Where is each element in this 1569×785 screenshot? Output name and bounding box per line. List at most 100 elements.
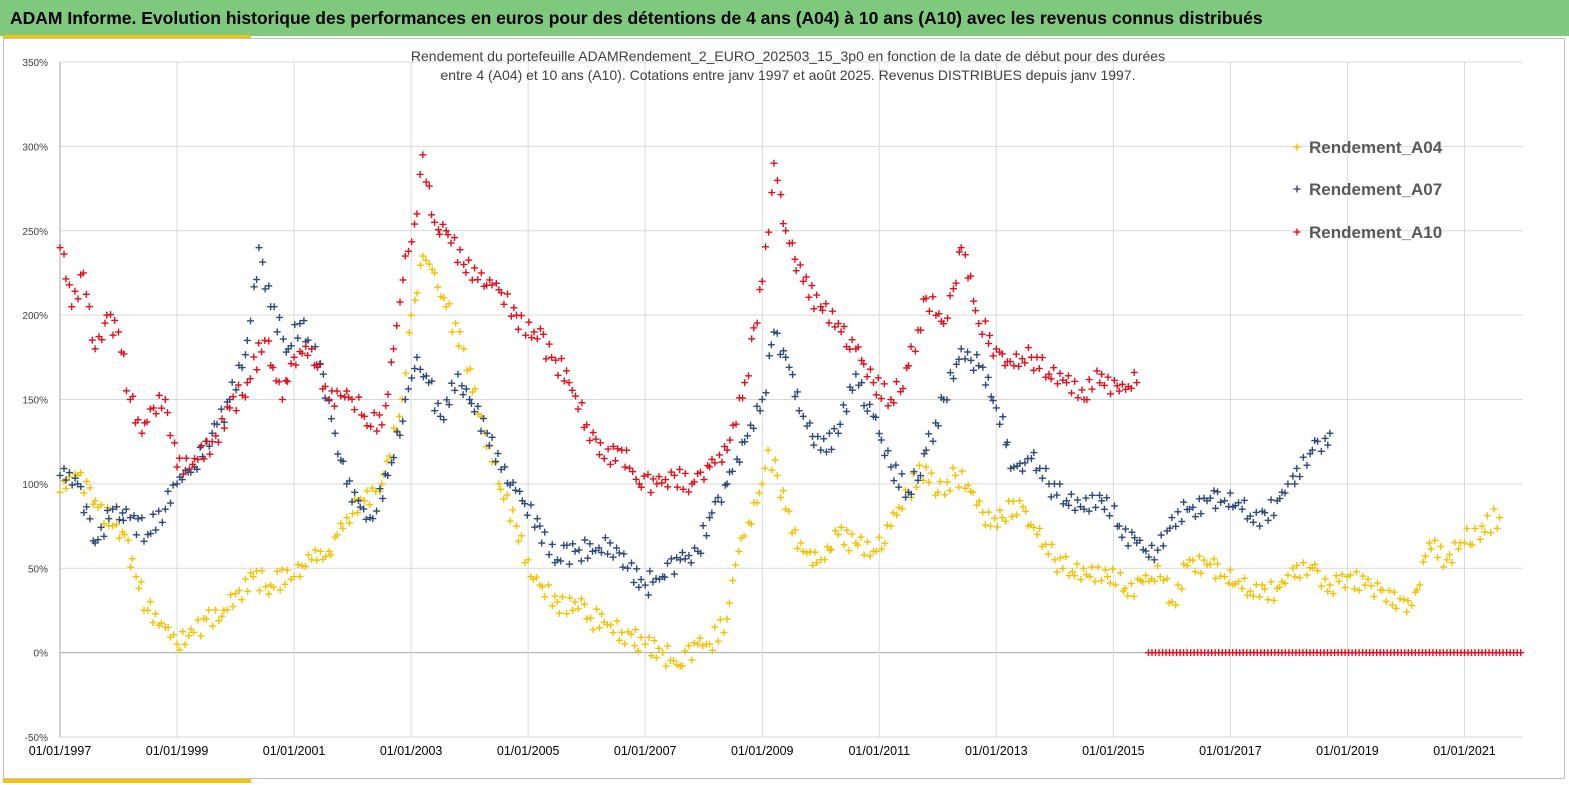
data-point xyxy=(905,362,913,370)
data-point xyxy=(681,469,689,477)
data-point xyxy=(1070,572,1078,580)
data-point xyxy=(119,509,127,517)
data-point xyxy=(143,418,151,426)
data-point xyxy=(1079,565,1087,573)
data-point xyxy=(451,234,459,242)
data-point xyxy=(1109,565,1117,573)
data-point xyxy=(492,457,500,465)
data-point xyxy=(1314,567,1322,575)
data-point xyxy=(1068,389,1076,397)
data-point xyxy=(685,642,693,650)
data-point xyxy=(1178,517,1186,525)
axes: -50% 0% 50% 100% 150% 200% 250% 300% 350% 01/01/1… xyxy=(22,58,1495,758)
data-point xyxy=(958,467,966,475)
data-point xyxy=(846,345,854,353)
data-point xyxy=(327,415,335,423)
data-point xyxy=(762,243,770,251)
data-point xyxy=(911,347,919,355)
data-point xyxy=(971,307,979,315)
data-point xyxy=(779,220,787,228)
data-point xyxy=(700,476,708,484)
legend-marker-rendement-a04 xyxy=(1293,143,1301,151)
data-point xyxy=(1035,364,1043,372)
data-point xyxy=(380,471,388,479)
data-point xyxy=(232,386,240,394)
data-point xyxy=(725,599,733,607)
data-point xyxy=(548,540,556,548)
data-point xyxy=(726,436,734,444)
data-point xyxy=(1012,350,1020,358)
y-tick-label: 100% xyxy=(22,480,48,491)
data-point xyxy=(975,362,983,370)
data-point xyxy=(455,342,463,350)
data-point xyxy=(1151,577,1159,585)
data-point xyxy=(1116,569,1124,577)
data-point xyxy=(304,551,312,559)
data-point xyxy=(907,343,915,351)
data-point xyxy=(56,471,64,479)
data-point xyxy=(411,220,419,228)
data-point xyxy=(609,442,617,450)
data-point xyxy=(729,576,737,584)
data-point xyxy=(1104,573,1112,581)
data-point xyxy=(134,515,142,523)
data-point xyxy=(122,505,130,513)
data-point xyxy=(182,454,190,462)
data-point xyxy=(758,277,766,285)
data-point xyxy=(696,634,704,642)
data-point xyxy=(270,583,278,591)
data-point xyxy=(793,544,801,552)
data-point xyxy=(360,412,368,420)
data-point xyxy=(189,460,197,468)
data-point xyxy=(679,485,687,493)
data-point xyxy=(753,499,761,507)
data-point xyxy=(533,515,541,523)
data-point xyxy=(422,256,430,264)
data-point xyxy=(667,468,675,476)
data-point xyxy=(875,533,883,541)
data-point xyxy=(892,461,900,469)
data-point xyxy=(756,286,764,294)
data-point xyxy=(321,382,329,390)
data-point xyxy=(376,485,384,493)
data-point xyxy=(109,522,117,530)
data-point xyxy=(1111,581,1119,589)
data-point xyxy=(1168,598,1176,606)
legend: Rendement_A04 Rendement_A07 Rendement_A10 xyxy=(1293,138,1443,242)
data-point xyxy=(422,178,430,186)
data-point xyxy=(1127,580,1135,588)
data-point xyxy=(831,323,839,331)
data-point xyxy=(249,573,257,581)
data-point xyxy=(837,328,845,336)
data-point xyxy=(837,523,845,531)
data-point xyxy=(764,446,772,454)
data-point xyxy=(630,578,638,586)
data-point xyxy=(360,497,368,505)
legend-label: Rendement_A07 xyxy=(1309,180,1442,199)
data-point xyxy=(973,501,981,509)
data-point xyxy=(1042,465,1050,473)
data-point xyxy=(444,231,452,239)
data-point xyxy=(1033,531,1041,538)
data-point xyxy=(250,353,258,361)
data-point xyxy=(62,476,70,484)
data-point xyxy=(872,547,880,555)
data-point xyxy=(881,451,889,459)
data-point xyxy=(241,393,249,401)
data-point xyxy=(1291,480,1299,488)
data-point xyxy=(492,279,500,287)
data-point xyxy=(979,363,987,371)
data-point xyxy=(545,551,553,559)
data-point xyxy=(1281,579,1289,587)
data-point xyxy=(1115,387,1123,395)
data-point xyxy=(1180,498,1188,506)
data-point xyxy=(56,488,64,496)
data-point xyxy=(1093,367,1101,375)
data-point xyxy=(343,387,351,395)
data-point xyxy=(1373,579,1381,587)
data-point xyxy=(1063,379,1071,387)
data-point xyxy=(144,606,152,614)
data-point xyxy=(467,400,475,408)
data-point xyxy=(1256,522,1264,530)
data-point xyxy=(528,334,536,342)
